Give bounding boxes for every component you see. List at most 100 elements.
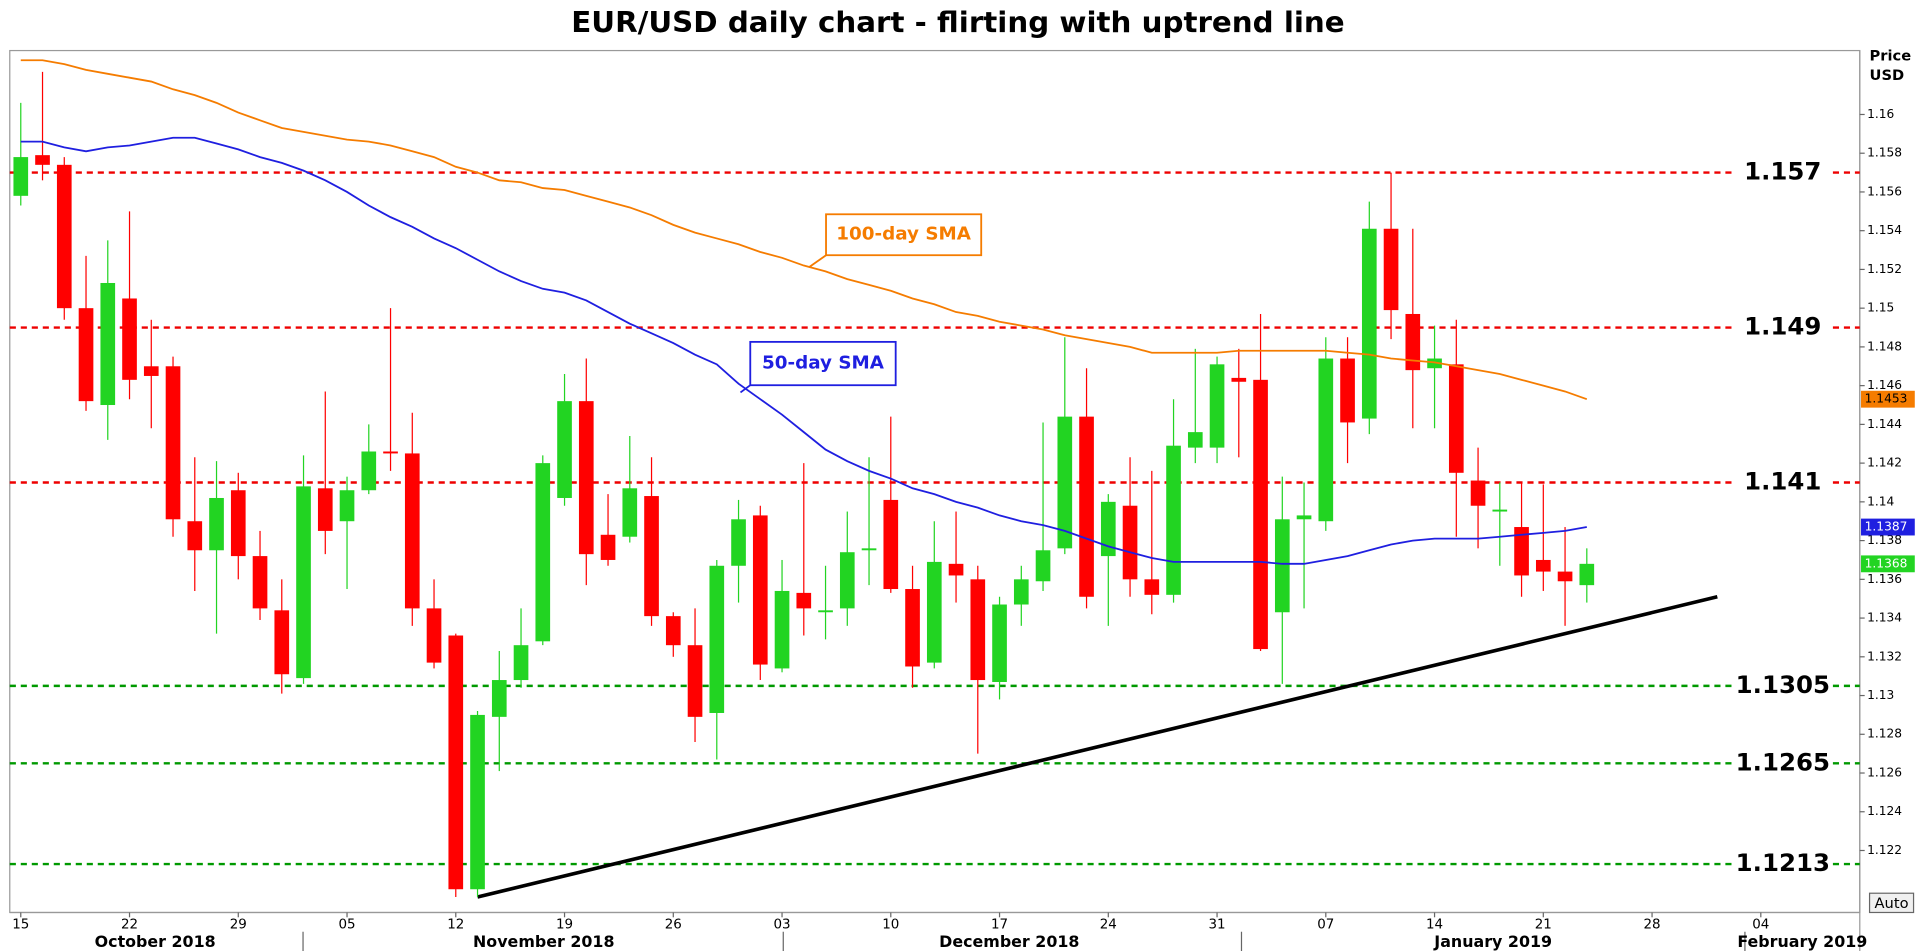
candle-body [56, 164, 72, 309]
x-tick-label: 19 [556, 918, 573, 933]
x-tick-label: 07 [1317, 918, 1334, 933]
x-tick-label: 10 [882, 918, 899, 933]
last-value-box [1861, 518, 1915, 536]
last-value-label: 1.1453 [1865, 392, 1908, 406]
x-tick-label: 05 [338, 918, 355, 933]
candle-body [709, 565, 725, 713]
y-tick-label: 1.142 [1867, 456, 1902, 470]
candle-body [926, 561, 942, 663]
candle-body [426, 608, 442, 663]
candle-body [1144, 579, 1160, 595]
candle-body [1383, 228, 1399, 311]
candle-body [1361, 228, 1377, 419]
candle-body [839, 552, 855, 609]
y-tick-label: 1.13 [1867, 688, 1894, 702]
y-tick-label: 1.154 [1867, 223, 1902, 237]
candle-body [404, 453, 420, 609]
candle-body [622, 488, 638, 537]
month-label: February 2019 [1737, 932, 1867, 951]
candle-body [1013, 579, 1029, 605]
x-tick-label: 31 [1209, 918, 1226, 933]
candle-body [752, 515, 768, 665]
candle-body [513, 645, 529, 681]
y-tick-label: 1.152 [1867, 262, 1902, 276]
candle-body [1318, 358, 1334, 522]
candle-body [535, 463, 551, 642]
chart-title: EUR/USD daily chart - flirting with uptr… [571, 5, 1344, 39]
x-tick-label: 21 [1535, 918, 1552, 933]
last-value-label: 1.1387 [1865, 520, 1908, 534]
level-label: 1.1213 [1736, 848, 1830, 877]
candle-body [1557, 571, 1573, 582]
candle-body [644, 496, 659, 617]
candle-body [1492, 509, 1508, 512]
candle-body [818, 610, 833, 613]
candle-body [78, 308, 94, 402]
y-tick-label: 1.14 [1867, 494, 1894, 508]
level-label: 1.149 [1744, 312, 1821, 341]
level-label: 1.157 [1744, 157, 1821, 186]
candle-body [600, 534, 616, 560]
candle-body [470, 714, 485, 890]
candle-body [1448, 364, 1464, 473]
candle-body [35, 155, 50, 165]
y-tick-label: 1.144 [1867, 417, 1902, 431]
candle-body [448, 635, 464, 890]
month-label: January 2019 [1433, 932, 1552, 951]
candle-body [861, 548, 877, 551]
month-label: December 2018 [939, 932, 1079, 951]
trendline [477, 595, 1718, 899]
candle-body [1340, 358, 1355, 423]
callout-pointer [739, 384, 751, 394]
candle-body [1035, 550, 1051, 582]
candle-body [731, 519, 746, 566]
candle-body [687, 645, 703, 717]
y-tick-label: 1.146 [1867, 378, 1902, 392]
auto-button-label[interactable]: Auto [1875, 895, 1909, 912]
candle-body [361, 451, 377, 491]
y-tick-label: 1.158 [1867, 146, 1902, 160]
candle-body [187, 521, 203, 551]
x-tick-label: 04 [1752, 918, 1769, 933]
candle-body [491, 680, 507, 717]
callout-pointer [808, 254, 827, 268]
candle-body [1427, 358, 1442, 369]
candle-body [905, 589, 920, 667]
sma-line [20, 136, 1587, 565]
candle-body [1122, 505, 1138, 580]
x-tick-label: 12 [447, 918, 464, 933]
y-tick-label: 1.16 [1867, 107, 1894, 121]
candle-body [948, 563, 964, 576]
y-tick-label: 1.156 [1867, 185, 1902, 199]
candle-body [383, 451, 398, 454]
candle-body [1253, 379, 1268, 650]
y-tick-label: 1.128 [1867, 727, 1902, 741]
level-label: 1.1305 [1736, 670, 1830, 699]
y-tick-label: 1.132 [1867, 649, 1902, 663]
candle-body [317, 488, 333, 531]
callout-box [749, 340, 897, 387]
callout-box [825, 213, 983, 257]
y-tick-label: 1.124 [1867, 804, 1902, 818]
y-tick-label: 1.126 [1867, 766, 1902, 780]
auto-button[interactable] [1868, 892, 1915, 914]
level-label: 1.141 [1744, 467, 1821, 496]
y-tick-label: 1.134 [1867, 611, 1902, 625]
candle-body [13, 157, 29, 196]
candle-body [1057, 416, 1073, 549]
candle-body [665, 616, 681, 646]
candle-body [557, 401, 572, 498]
x-tick-label: 26 [665, 918, 682, 933]
x-tick-label: 14 [1426, 918, 1443, 933]
candle-body [796, 592, 812, 609]
candle-body [1166, 445, 1181, 595]
last-value-label: 1.1368 [1865, 556, 1908, 570]
candle-body [578, 401, 594, 555]
y-tick-label: 1.138 [1867, 533, 1902, 547]
last-value-box [1861, 555, 1915, 573]
level-label: 1.1265 [1736, 747, 1830, 776]
candle-body [1470, 480, 1486, 506]
